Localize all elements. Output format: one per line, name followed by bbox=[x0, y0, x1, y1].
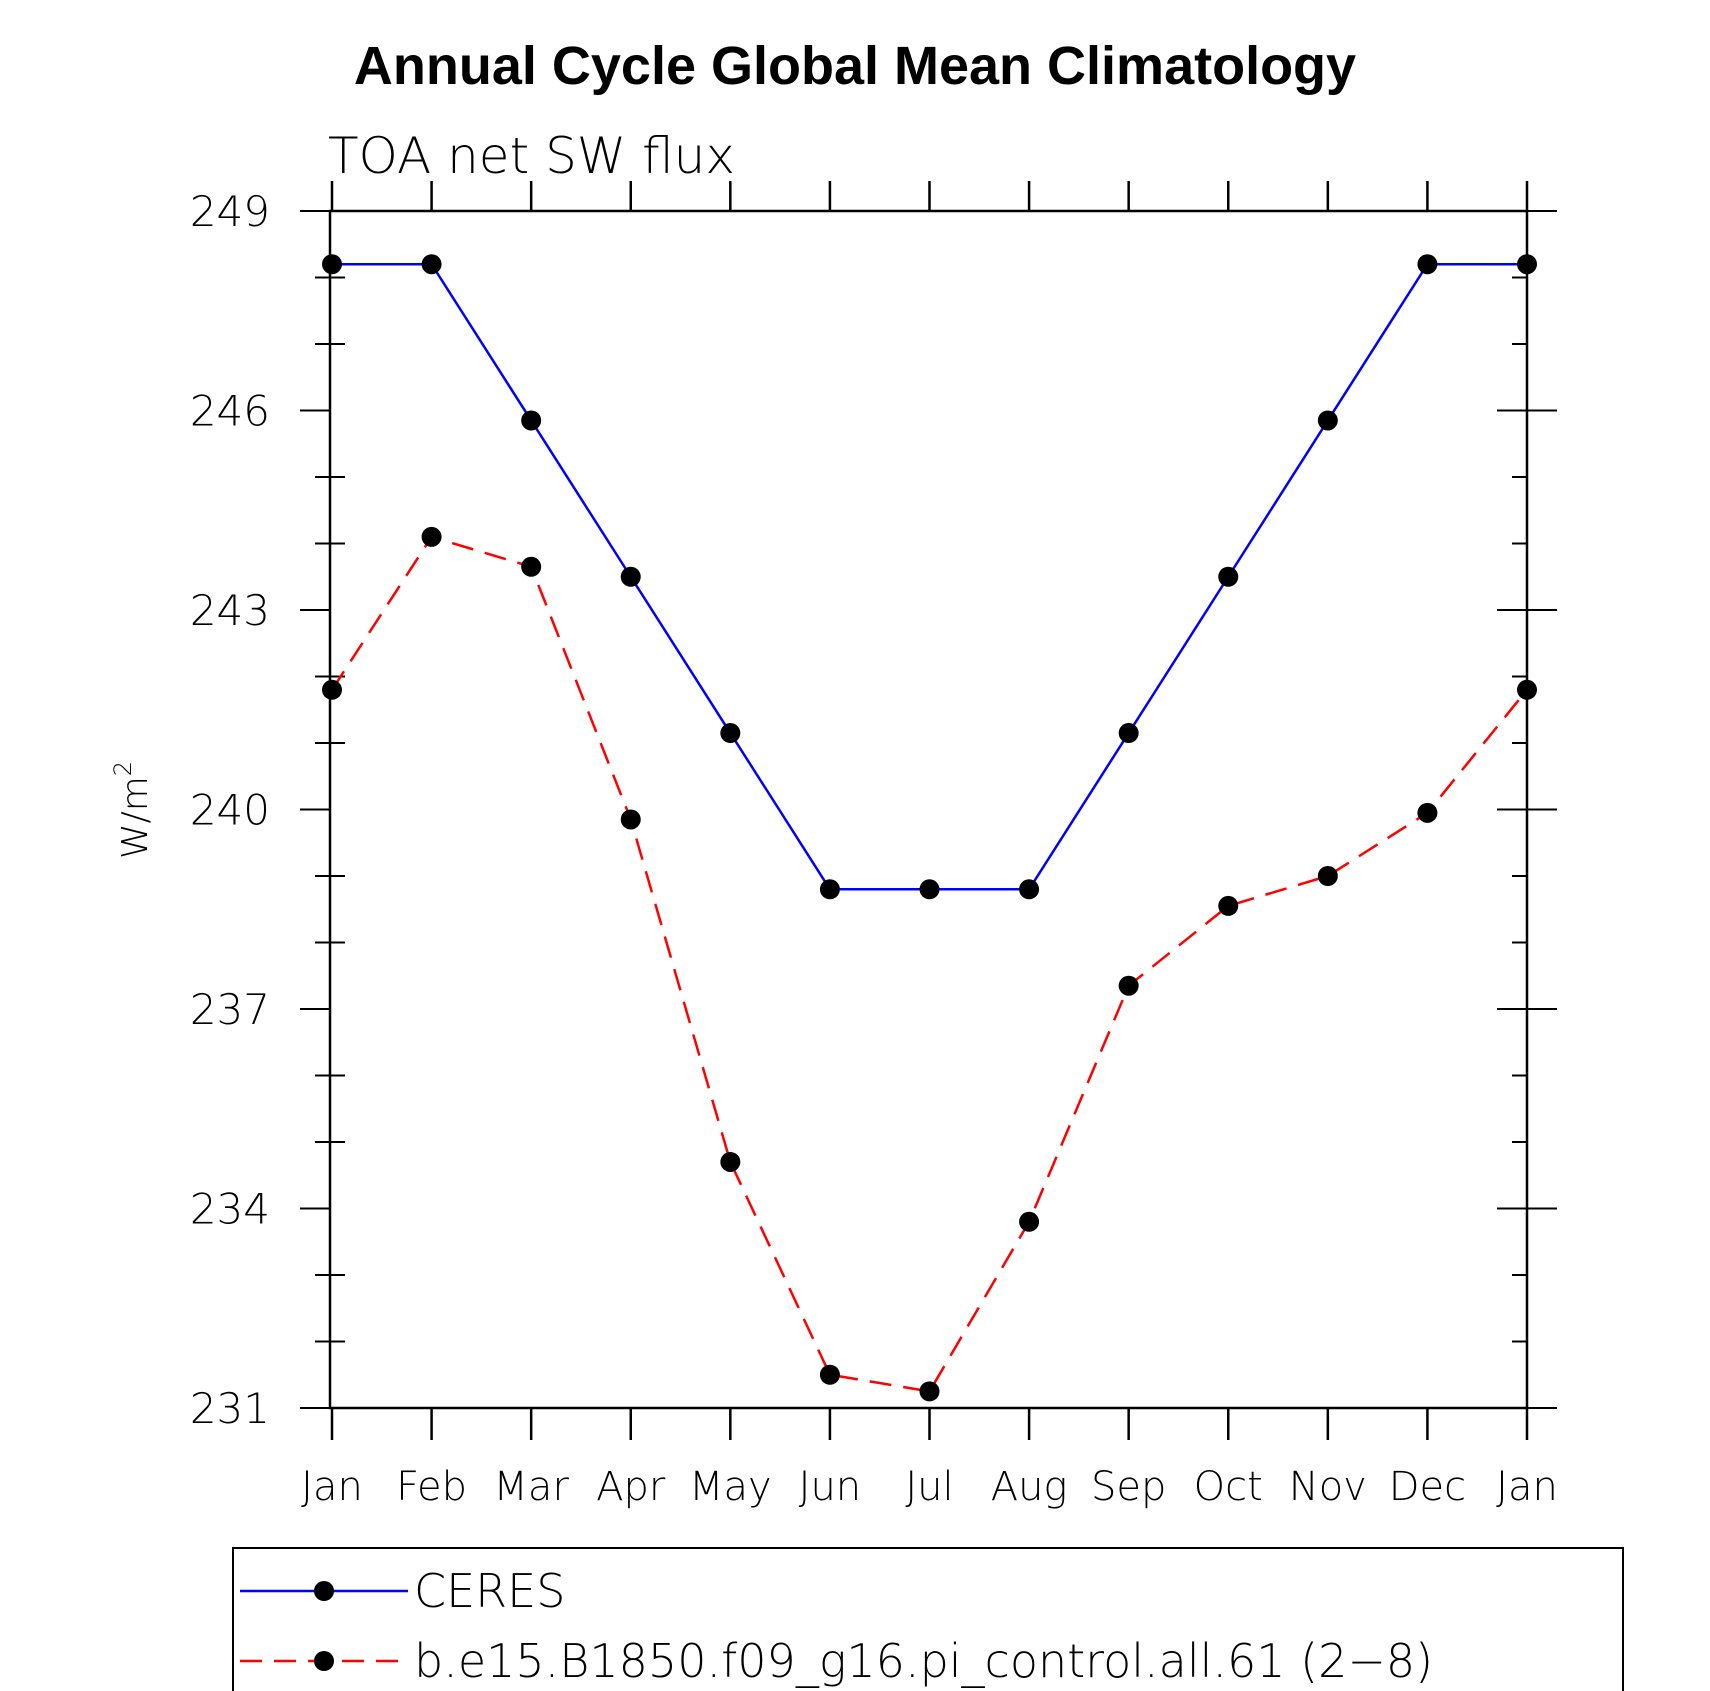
x-tick-label: Apr bbox=[596, 1464, 666, 1510]
data-point-series-1 bbox=[919, 1381, 940, 1402]
y-axis-label-text: W/m bbox=[115, 776, 156, 859]
y-tick-label: 231 bbox=[190, 1384, 270, 1433]
data-point-series-0 bbox=[521, 410, 542, 431]
x-tick-label: Feb bbox=[396, 1464, 467, 1510]
series-layer bbox=[322, 254, 1537, 1402]
y-tick-label: 237 bbox=[190, 985, 270, 1034]
data-point-series-1 bbox=[1019, 1211, 1040, 1232]
y-axis: 249 246 243 240 237 234 231 bbox=[190, 187, 1557, 1433]
data-point-series-1 bbox=[1417, 802, 1438, 823]
y-tick-label: 246 bbox=[190, 387, 270, 436]
data-point-series-0 bbox=[421, 254, 442, 275]
x-tick-label: Mar bbox=[493, 1464, 569, 1510]
y-tick-label: 240 bbox=[190, 786, 270, 835]
legend-marker-1 bbox=[314, 1651, 334, 1671]
data-point-series-0 bbox=[1517, 254, 1537, 275]
x-tick-label: Jun bbox=[799, 1464, 862, 1510]
x-tick-label: Jul bbox=[905, 1464, 953, 1510]
x-tick-label: May bbox=[689, 1464, 772, 1510]
data-point-series-0 bbox=[1118, 723, 1139, 744]
data-point-series-1 bbox=[1118, 975, 1139, 996]
data-point-series-0 bbox=[1317, 410, 1338, 431]
y-tick-label: 234 bbox=[190, 1185, 270, 1234]
x-tick-label: Nov bbox=[1289, 1464, 1367, 1510]
data-point-series-1 bbox=[322, 679, 342, 700]
y-tick-label: 249 bbox=[190, 187, 270, 236]
data-point-series-0 bbox=[1218, 566, 1239, 587]
data-point-series-1 bbox=[1517, 679, 1537, 700]
data-point-series-0 bbox=[620, 566, 641, 587]
x-tick-label: Jan bbox=[301, 1464, 363, 1510]
y-tick-label: 243 bbox=[190, 586, 270, 635]
x-tick-label: Dec bbox=[1389, 1464, 1466, 1510]
data-point-series-0 bbox=[919, 879, 940, 900]
legend-marker-0 bbox=[314, 1581, 334, 1601]
data-point-series-1 bbox=[720, 1151, 741, 1172]
data-point-series-0 bbox=[720, 723, 741, 744]
data-point-series-1 bbox=[819, 1364, 840, 1385]
legend: CERES b.e15.B1850.f09_g16.pi_control.all.… bbox=[232, 1547, 1624, 1691]
series-line-1 bbox=[330, 535, 1528, 1393]
data-point-series-1 bbox=[1317, 866, 1338, 886]
data-point-series-0 bbox=[322, 254, 342, 275]
data-point-series-1 bbox=[620, 809, 641, 830]
series-line-0 bbox=[332, 262, 1527, 891]
x-tick-label: Oct bbox=[1194, 1464, 1263, 1510]
x-tick-label: Sep bbox=[1091, 1464, 1166, 1510]
data-point-series-1 bbox=[421, 526, 442, 547]
x-axis: Jan Feb Mar Apr May Jun Jul Aug Sep Oct Nov Dec Jan bbox=[301, 181, 1558, 1510]
data-point-series-1 bbox=[1218, 895, 1239, 916]
y-axis-label-superscript: 2 bbox=[109, 761, 137, 776]
data-point-series-0 bbox=[1417, 254, 1438, 275]
y-axis-label: W/m2 bbox=[109, 761, 156, 859]
legend-label-1: b.e15.B1850.f09_g16.pi_control.all.61 (2… bbox=[414, 1634, 1433, 1688]
data-point-series-1 bbox=[521, 556, 542, 577]
chart-subtitle: TOA net SW flux bbox=[328, 127, 735, 185]
data-point-series-0 bbox=[819, 879, 840, 900]
data-point-series-0 bbox=[1019, 879, 1040, 900]
legend-frame bbox=[232, 1547, 1624, 1691]
x-tick-label: Jan bbox=[1496, 1464, 1558, 1510]
x-tick-label: Aug bbox=[991, 1464, 1068, 1510]
legend-label-0: CERES bbox=[414, 1564, 565, 1618]
chart-title: Annual Cycle Global Mean Climatology bbox=[354, 36, 1356, 96]
